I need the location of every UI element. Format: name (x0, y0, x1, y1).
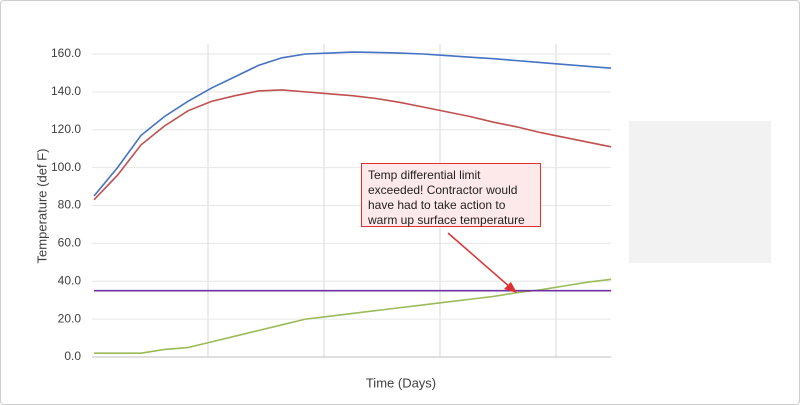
x-axis-title: Time (Days) (366, 375, 436, 390)
series-line (93, 89, 612, 201)
y-tick-label: 80.0 (58, 198, 82, 212)
y-tick-label: 160.0 (51, 46, 81, 60)
annotation: Temp differential limit exceeded! Contra… (361, 163, 541, 227)
series-line (93, 51, 612, 197)
series-line (94, 278, 612, 355)
y-tick-label: 20.0 (58, 311, 82, 325)
y-tick-label: 100.0 (51, 160, 81, 174)
y-tick-label: 120.0 (51, 122, 81, 136)
y-tick-label: 60.0 (58, 236, 82, 250)
y-axis-title: Temperature (def F) (34, 149, 49, 264)
y-tick-label: 0.0 (64, 349, 81, 363)
annotation-arrow (447, 232, 512, 289)
y-tick-label: 140.0 (51, 84, 81, 98)
arrow-head (504, 282, 517, 293)
y-tick-label: 40.0 (58, 273, 82, 287)
legend-box (629, 121, 771, 263)
